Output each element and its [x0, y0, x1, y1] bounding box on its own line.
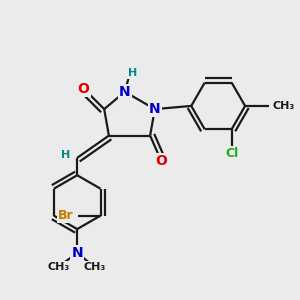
Text: H: H: [128, 68, 137, 78]
Text: N: N: [119, 85, 130, 99]
Text: N: N: [149, 102, 160, 116]
Text: N: N: [71, 246, 83, 260]
Text: CH₃: CH₃: [47, 262, 69, 272]
Text: Br: Br: [58, 209, 74, 222]
Text: Cl: Cl: [225, 146, 238, 160]
Text: CH₃: CH₃: [272, 101, 294, 111]
Text: O: O: [78, 82, 89, 95]
Text: CH₃: CH₃: [83, 262, 106, 272]
Text: H: H: [61, 150, 71, 160]
Text: O: O: [155, 154, 167, 168]
